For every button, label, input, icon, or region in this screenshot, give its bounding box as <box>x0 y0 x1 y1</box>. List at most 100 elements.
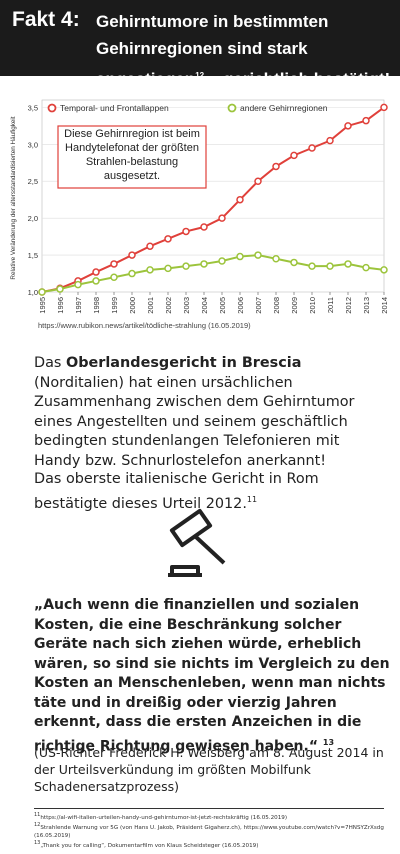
legend-label: Temporal- und Frontallappen <box>60 103 169 113</box>
footnote-ref: 13 <box>322 737 335 747</box>
divider <box>34 808 384 809</box>
data-point <box>74 280 82 289</box>
data-point <box>92 268 100 276</box>
x-tick-label: 2001 <box>146 297 155 314</box>
data-point <box>146 242 154 250</box>
data-point <box>362 263 370 272</box>
legend-marker <box>47 103 57 113</box>
quote-text: „Auch wenn die finanziellen und sozialen… <box>34 597 390 755</box>
header-title: Gehirntumore in bestimmten Gehirnregione… <box>96 8 396 93</box>
data-point <box>380 103 388 112</box>
header: Fakt 4: Gehirntumore in bestimmten Gehir… <box>0 0 400 89</box>
x-tick-label: 2011 <box>326 297 335 313</box>
data-point <box>290 151 298 160</box>
annotation: Diese Gehirnregion ist beim Handytelefon… <box>57 125 207 189</box>
data-point <box>218 214 226 222</box>
data-point <box>110 273 118 281</box>
gavel-icon <box>168 508 226 577</box>
chart: Relative Veränderung der altersstandardi… <box>10 99 389 330</box>
footnote-number: 12 <box>34 822 41 829</box>
text: (Norditalien) hat einen ursächlichen Zus… <box>34 374 355 469</box>
data-point <box>272 162 280 171</box>
x-tick-label: 2002 <box>164 297 173 314</box>
data-point <box>164 264 172 273</box>
data-point <box>236 195 244 204</box>
text: Das oberste italienische Gericht in Rom … <box>34 471 319 512</box>
x-tick-label: 1998 <box>92 297 101 314</box>
data-point <box>38 288 46 296</box>
data-point <box>308 144 316 152</box>
data-point <box>326 136 334 145</box>
data-point <box>182 227 190 236</box>
y-tick-label: 1,0 <box>28 288 38 297</box>
x-tick-label: 2013 <box>362 297 371 314</box>
x-tick-label: 2004 <box>200 297 209 314</box>
source: https://www.rubikon.news/artikel/tödlich… <box>38 321 251 330</box>
footnote-number: 13 <box>34 840 41 847</box>
title-text: Gehirntumore in bestimmten Gehirnregione… <box>96 12 329 89</box>
paragraph: Das oberste italienische Gericht in Rom … <box>34 470 386 514</box>
x-tick-label: 1997 <box>74 297 83 314</box>
data-point <box>254 251 262 259</box>
x-tick-label: 2005 <box>218 297 227 314</box>
fact-label: Fakt 4: <box>12 8 80 31</box>
x-tick-label: 2014 <box>380 297 389 314</box>
data-point <box>272 255 280 263</box>
footnotes: 11https://al-wifi-italien-urteilen-handy… <box>34 812 389 851</box>
x-tick-label: 2003 <box>182 297 191 314</box>
footnote-text: Strahlende Warnung vor 5G (von Hans U. J… <box>34 825 384 839</box>
y-tick-label: 2,5 <box>28 177 38 186</box>
data-point <box>254 177 262 185</box>
legend-label: andere Gehirnregionen <box>240 103 328 113</box>
data-point <box>128 269 136 278</box>
x-tick-label: 1995 <box>38 297 47 314</box>
attribution: (US-Richter Frederick H. Weisberg am 8. … <box>34 745 384 794</box>
legend-marker <box>227 103 237 113</box>
footnote-ref: 12 <box>195 71 205 80</box>
data-point <box>200 223 208 231</box>
x-tick-label: 2012 <box>344 297 353 314</box>
data-point <box>380 266 388 274</box>
data-point <box>146 266 154 274</box>
data-point <box>200 260 208 268</box>
y-tick-label: 1,5 <box>28 251 38 260</box>
title-end: – gerichtlich bestätigt! <box>204 69 391 89</box>
x-tick-label: 2006 <box>236 297 245 314</box>
data-point <box>344 122 352 130</box>
data-point <box>164 235 172 243</box>
text: Das <box>34 355 66 371</box>
x-tick-label: 2010 <box>308 297 317 314</box>
data-point <box>344 260 352 268</box>
y-tick-label: 2,0 <box>28 214 38 223</box>
data-point <box>218 257 226 265</box>
x-tick-label: 1999 <box>110 297 119 314</box>
x-tick-label: 2000 <box>128 297 137 314</box>
footnote: 11https://al-wifi-italien-urteilen-handy… <box>34 812 389 822</box>
data-point <box>290 258 298 267</box>
footnote-ref: 11 <box>246 494 258 504</box>
footnote: 12Strahlende Warnung vor 5G (von Hans U.… <box>34 822 389 840</box>
x-tick-label: 1996 <box>56 297 65 314</box>
footnote-text: „Thank you for calling“, Dokumentarfilm … <box>40 843 259 850</box>
x-tick-label: 2009 <box>290 297 299 314</box>
data-point <box>182 262 190 270</box>
data-point <box>326 262 334 270</box>
footnote-number: 11 <box>34 812 41 818</box>
bold-text: Oberlandesgericht in Brescia <box>65 355 302 371</box>
footnote: 13„Thank you for calling“, Dokumentarfil… <box>34 840 389 850</box>
annotation-holder: Diese Gehirnregion ist beim Handytelefon… <box>64 128 200 182</box>
x-tick-label: 2008 <box>272 297 281 314</box>
annotation-text: Diese Gehirnregion ist beim Handytelefon… <box>64 128 200 182</box>
quote: „Auch wenn die finanziellen und sozialen… <box>34 596 390 757</box>
data-point <box>236 252 244 261</box>
data-point <box>92 277 100 285</box>
data-point <box>362 116 370 125</box>
annotation-box <box>57 125 207 189</box>
data-point <box>128 251 136 259</box>
data-point <box>110 260 118 268</box>
data-point <box>308 262 316 270</box>
x-tick-label: 2007 <box>254 297 263 314</box>
y-tick-label: 3,5 <box>28 103 38 112</box>
paragraph: Das Oberlandesgericht in Brescia (Nordit… <box>34 354 386 471</box>
